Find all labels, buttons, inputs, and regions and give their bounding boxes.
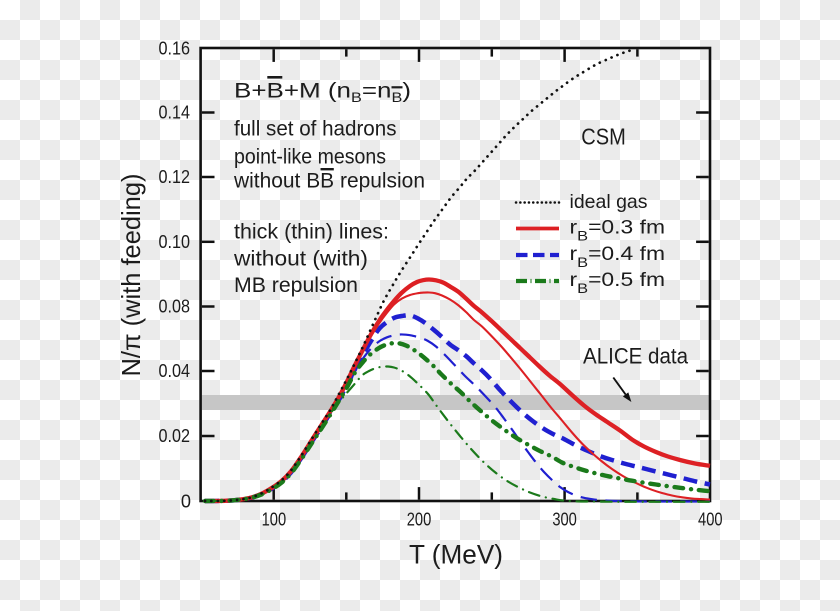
svg-text:0.02: 0.02 (159, 426, 191, 446)
svg-text:0.08: 0.08 (159, 297, 191, 317)
svg-text:0.12: 0.12 (159, 167, 191, 187)
svg-text:300: 300 (552, 510, 577, 530)
svg-text:rB=0.5 fm: rB=0.5 fm (570, 269, 666, 296)
svg-text:MB repulsion: MB repulsion (234, 274, 358, 297)
svg-text:B+B+M (nB=nB): B+B+M (n B=n B) (234, 78, 411, 105)
svg-text:without BB repulsion: without BB repulsion (233, 170, 425, 193)
svg-text:full set of hadrons: full set of hadrons (234, 118, 397, 141)
svg-text:without (with): without (with) (233, 248, 368, 271)
svg-text:0.04: 0.04 (159, 361, 191, 381)
svg-text:0: 0 (181, 492, 191, 512)
svg-text:ideal gas: ideal gas (570, 191, 648, 213)
svg-text:thick (thin) lines:: thick (thin) lines: (234, 221, 389, 244)
svg-text:200: 200 (407, 510, 432, 530)
svg-text:100: 100 (262, 510, 287, 530)
svg-text:0.10: 0.10 (159, 232, 191, 252)
svg-text:rB=0.3 fm: rB=0.3 fm (570, 217, 666, 244)
svg-text:0.16: 0.16 (159, 39, 191, 59)
svg-text:400: 400 (698, 510, 723, 530)
svg-text:ALICE data: ALICE data (583, 344, 689, 369)
svg-text:T (MeV): T (MeV) (409, 540, 503, 570)
svg-text:N/π (with feeding): N/π (with feeding) (116, 174, 146, 377)
svg-text:CSM: CSM (581, 123, 626, 149)
svg-text:rB=0.4 fm: rB=0.4 fm (570, 243, 666, 270)
svg-text:0.14: 0.14 (159, 103, 191, 123)
svg-text:point-like mesons: point-like mesons (234, 146, 386, 169)
